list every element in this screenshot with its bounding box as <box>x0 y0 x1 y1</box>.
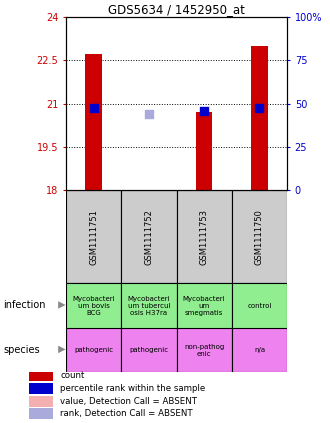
Polygon shape <box>58 346 66 353</box>
Text: rank, Detection Call = ABSENT: rank, Detection Call = ABSENT <box>60 409 193 418</box>
Text: non-pathog
enic: non-pathog enic <box>184 343 224 357</box>
Bar <box>121 328 177 372</box>
Bar <box>29 396 52 407</box>
Text: count: count <box>60 371 85 380</box>
Text: n/a: n/a <box>254 347 265 353</box>
Text: infection: infection <box>3 300 46 310</box>
Bar <box>232 283 287 328</box>
Text: Mycobacteri
um tubercul
osis H37ra: Mycobacteri um tubercul osis H37ra <box>128 296 170 316</box>
Point <box>91 104 96 111</box>
Text: GSM1111752: GSM1111752 <box>145 209 153 265</box>
Bar <box>29 383 52 394</box>
Point <box>257 104 262 111</box>
Bar <box>177 283 232 328</box>
Bar <box>232 190 287 283</box>
Bar <box>177 190 232 283</box>
Bar <box>121 190 177 283</box>
Bar <box>66 190 121 283</box>
Point <box>202 107 207 114</box>
Bar <box>232 328 287 372</box>
Bar <box>66 328 121 372</box>
Text: percentile rank within the sample: percentile rank within the sample <box>60 384 206 393</box>
Bar <box>85 55 102 190</box>
Text: GSM1111753: GSM1111753 <box>200 209 209 265</box>
Text: Mycobacteri
um bovis
BCG: Mycobacteri um bovis BCG <box>72 296 115 316</box>
Point <box>146 110 151 117</box>
Text: value, Detection Call = ABSENT: value, Detection Call = ABSENT <box>60 397 197 406</box>
Text: species: species <box>3 345 40 355</box>
Bar <box>251 46 268 190</box>
Text: control: control <box>247 302 272 309</box>
Text: Mycobacteri
um
smegmatis: Mycobacteri um smegmatis <box>183 296 225 316</box>
Text: pathogenic: pathogenic <box>74 347 113 353</box>
Title: GDS5634 / 1452950_at: GDS5634 / 1452950_at <box>108 3 245 16</box>
Text: pathogenic: pathogenic <box>129 347 169 353</box>
Bar <box>29 370 52 382</box>
Polygon shape <box>58 301 66 309</box>
Text: GSM1111751: GSM1111751 <box>89 209 98 265</box>
Bar <box>196 113 213 190</box>
Bar <box>29 408 52 420</box>
Bar <box>177 328 232 372</box>
Bar <box>66 283 121 328</box>
Text: GSM1111750: GSM1111750 <box>255 209 264 265</box>
Bar <box>121 283 177 328</box>
